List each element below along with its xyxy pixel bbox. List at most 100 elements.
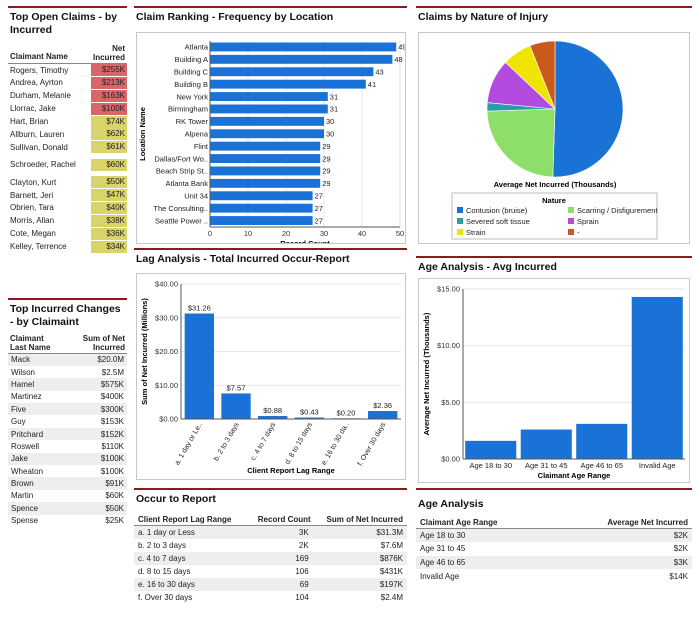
record-count: 104: [295, 592, 309, 602]
table-row[interactable]: Clayton, Kurt $50K: [8, 176, 127, 189]
table-row[interactable]: Schroeder, Rachel $60K: [8, 154, 127, 176]
sum-net-incurred: $431K: [379, 566, 403, 576]
bar: [520, 429, 572, 459]
table-row[interactable]: b. 2 to 3 days 2K $7.6M: [134, 539, 407, 552]
table-row[interactable]: Age 46 to 65 $3K: [416, 555, 692, 570]
claimant-last-name: Spense: [11, 516, 39, 526]
claimant-name: Barnett, Jeri: [10, 190, 54, 200]
bar: [210, 67, 374, 77]
col-sum-net-incurred[interactable]: Sum of Net Incurred: [63, 333, 127, 354]
table-row[interactable]: Hamel $575K: [8, 378, 127, 391]
bar: [210, 154, 321, 163]
x-tick-label: d. 8 to 15 days: [283, 420, 315, 466]
lag-range: a. 1 day or Less: [134, 525, 248, 539]
table-row[interactable]: Sullivan, Donald $61K: [8, 141, 127, 154]
bar: [210, 104, 328, 114]
table-row[interactable]: Guy $153K: [8, 415, 127, 427]
col-claimant-name[interactable]: Claimant Name: [8, 43, 91, 64]
table-row[interactable]: Jake $100K: [8, 452, 127, 466]
data-label: $0.88: [263, 406, 282, 415]
table-row[interactable]: Martin $60K: [8, 490, 127, 502]
claimant-name: Schroeder, Rachel: [10, 159, 76, 169]
data-label: 29: [322, 154, 330, 163]
table-row[interactable]: Wheaton $100K: [8, 465, 127, 477]
table-row[interactable]: Age 31 to 45 $2K: [416, 542, 692, 556]
table-row[interactable]: f. Over 30 days 104 $2.4M: [134, 591, 407, 604]
table-row[interactable]: Spense $25K: [8, 515, 127, 527]
col-claimant-last-name[interactable]: Claimant Last Name: [8, 333, 63, 354]
table-row[interactable]: Hart, Brian $74K: [8, 115, 127, 128]
table-row[interactable]: Five $300K: [8, 403, 127, 416]
table-row[interactable]: Llorrac, Jake $100K: [8, 102, 127, 115]
claimant-last-name: Jake: [8, 452, 63, 466]
table-row[interactable]: Cote, Megan $36K: [8, 227, 127, 240]
data-label: 29: [322, 167, 330, 176]
table-row[interactable]: Pritchard $152K: [8, 427, 127, 441]
claimant-name: Kelley, Terrence: [10, 242, 67, 252]
col-avg-net-incurred[interactable]: Average Net Incurred: [551, 517, 692, 529]
table-row[interactable]: Barnett, Jeri $47K: [8, 189, 127, 202]
y-tick-label: $20.00: [155, 347, 178, 356]
record-count: 106: [295, 566, 309, 576]
y-tick-label: Building C: [174, 68, 209, 77]
x-tick-label: 50: [396, 229, 404, 238]
net-incurred-value: $61K: [91, 141, 127, 154]
table-row[interactable]: Kelley, Terrence $34K: [8, 240, 127, 253]
table-row[interactable]: Martinez $400K: [8, 391, 127, 403]
x-tick-label: f. Over 30 days: [355, 420, 387, 467]
table-row[interactable]: Allburn, Lauren $62K: [8, 128, 127, 141]
net-incurred-cell: $40K: [91, 201, 127, 215]
table-row[interactable]: Mack $20.0M: [8, 353, 127, 366]
lag-range: c. 4 to 7 days: [134, 551, 248, 565]
table-row[interactable]: Spence $50K: [8, 502, 127, 515]
claimant-name: Obrien, Tara: [10, 203, 54, 213]
age-avg-chart: $0.00 $5.00 $10.00 $15.00 Age 18 to 30 Age 31…: [422, 285, 685, 480]
table-row[interactable]: Durham, Melanie $163K: [8, 89, 127, 102]
table-row[interactable]: Andrea, Ayrton $213K: [8, 76, 127, 89]
table-row[interactable]: Roswell $110K: [8, 440, 127, 452]
y-tick-label: Building B: [174, 80, 208, 89]
sum-net-incurred: $25K: [105, 516, 124, 526]
claimant-name: Rogers, Timothy: [10, 65, 69, 75]
net-incurred-cell: $61K: [91, 141, 127, 154]
data-label: 29: [322, 179, 330, 188]
col-sum-net-incurred-lag[interactable]: Sum of Net Incurred: [312, 514, 407, 526]
col-net-incurred[interactable]: Net Incurred: [91, 43, 127, 64]
table-row[interactable]: a. 1 day or Less 3K $31.3M: [134, 525, 407, 539]
lag-range: e. 16 to 30 days: [134, 577, 248, 591]
col-lag-range[interactable]: Client Report Lag Range: [134, 514, 248, 526]
bar: [368, 411, 398, 419]
net-incurred-cell: $50K: [91, 176, 127, 189]
record-count: 2K: [298, 540, 309, 550]
table-row[interactable]: e. 16 to 30 days 69 $197K: [134, 577, 407, 591]
data-label: 41: [368, 80, 376, 89]
sum-net-incurred: $20.0M: [63, 353, 127, 366]
col-age-range[interactable]: Claimant Age Range: [416, 517, 552, 529]
table-row[interactable]: Brown $91K: [8, 477, 127, 490]
bar: [465, 440, 517, 459]
y-tick-label: Dallas/Fort Wo..: [154, 154, 208, 163]
net-incurred-cell: $36K: [91, 227, 127, 240]
occur-report-table: Client Report Lag Range Record Count Sum…: [134, 514, 407, 604]
table-row[interactable]: Rogers, Timothy $255K: [8, 64, 127, 77]
net-incurred-value: $34K: [91, 240, 127, 253]
table-row[interactable]: c. 4 to 7 days 169 $876K: [134, 551, 407, 565]
table-row[interactable]: Obrien, Tara $40K: [8, 201, 127, 215]
table-row[interactable]: Wilson $2.5M: [8, 366, 127, 378]
table-row[interactable]: Morris, Allan $38K: [8, 214, 127, 227]
table-row[interactable]: d. 8 to 15 days 106 $431K: [134, 565, 407, 578]
table-row[interactable]: Age 18 to 30 $2K: [416, 528, 692, 543]
table-row[interactable]: Invalid Age $14K: [416, 569, 692, 583]
y-axis-title: Sum of Net Incurred (Millions): [140, 298, 149, 405]
legend-label: Strain: [466, 228, 486, 237]
net-incurred-cell: $74K: [91, 115, 127, 128]
net-incurred-value: $38K: [91, 214, 127, 227]
lag-range: d. 8 to 15 days: [138, 566, 191, 576]
net-incurred-cell: $60K: [91, 154, 127, 176]
age-range: Invalid Age: [420, 571, 460, 581]
col-record-count[interactable]: Record Count: [247, 514, 313, 526]
claimant-last-name: Roswell: [11, 441, 40, 451]
claimant-name: Durham, Melanie: [10, 91, 71, 101]
bar: [210, 42, 397, 52]
y-tick-label: $15.00: [437, 285, 460, 294]
